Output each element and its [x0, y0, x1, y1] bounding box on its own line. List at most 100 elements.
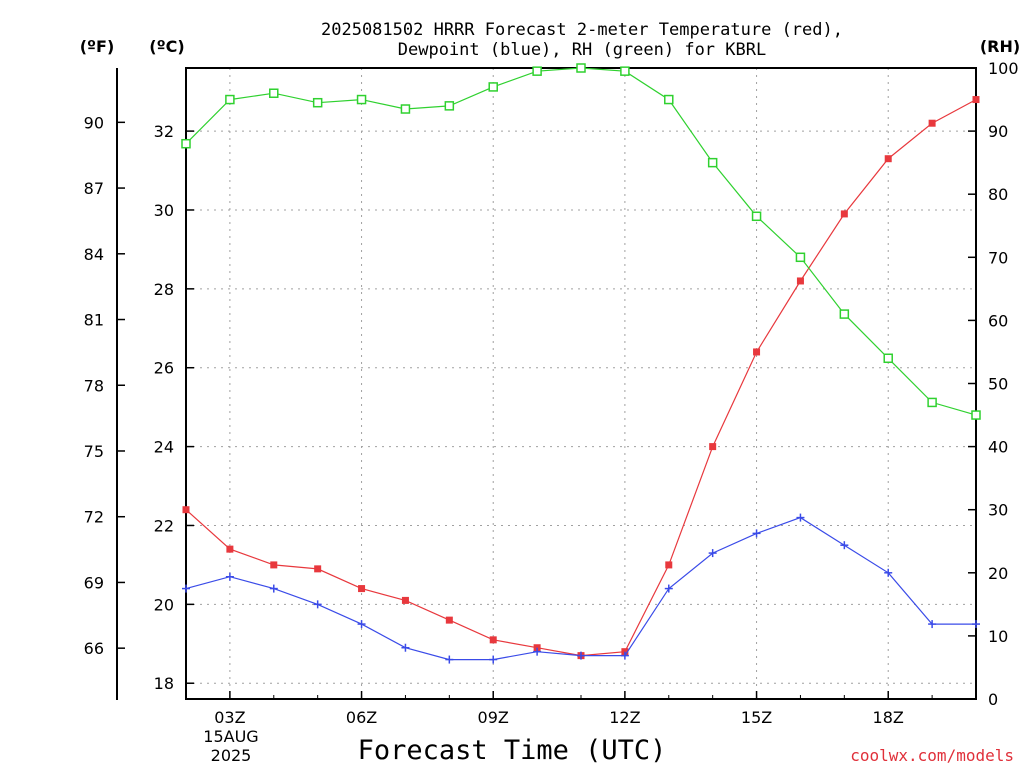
data-point	[664, 94, 674, 105]
data-point	[182, 584, 190, 593]
celsius-tick-label: 18	[154, 674, 174, 693]
data-point	[795, 252, 806, 263]
x-axis-label: Forecast Time (UTC)	[358, 735, 667, 766]
data-point	[313, 600, 322, 609]
celsius-unit-label: (ºC)	[149, 37, 184, 56]
data-point	[753, 348, 761, 356]
data-point	[707, 157, 718, 168]
data-point	[357, 620, 366, 629]
data-point	[972, 620, 980, 629]
celsius-tick-label: 28	[154, 280, 174, 299]
data-point	[927, 397, 937, 408]
data-point	[401, 596, 409, 604]
data-point	[620, 651, 629, 660]
x-tick-label: 03Z	[214, 708, 245, 727]
data-point	[181, 138, 191, 149]
date-label-day: 15AUG	[203, 727, 258, 746]
x-tick-label: 18Z	[873, 708, 904, 727]
fahrenheit-tick-label: 87	[84, 179, 104, 198]
celsius-tick-label: 20	[154, 595, 174, 614]
fahrenheit-unit-label: (ºF)	[80, 37, 115, 56]
data-point	[444, 101, 455, 111]
rh-unit-label: (RH)	[980, 37, 1020, 56]
data-point	[928, 119, 936, 127]
series-layer	[181, 63, 981, 664]
data-point	[533, 647, 542, 656]
data-point	[532, 66, 542, 76]
fahrenheit-tick-label: 69	[84, 573, 104, 592]
data-point	[269, 88, 279, 98]
data-point	[489, 655, 498, 664]
rh-tick-label: 70	[988, 248, 1008, 267]
fahrenheit-tick-label: 75	[84, 442, 104, 461]
data-point	[401, 643, 410, 652]
celsius-tick-label: 24	[154, 438, 174, 457]
rh-tick-label: 50	[988, 375, 1008, 394]
x-axis: 03Z 06Z 09Z 12Z 15Z 18Z	[185, 691, 977, 727]
data-point	[884, 568, 893, 577]
rh-tick-label: 0	[988, 690, 998, 709]
data-point	[358, 585, 366, 593]
grid	[186, 68, 976, 699]
data-point	[796, 513, 805, 522]
fahrenheit-tick-label: 90	[84, 113, 104, 132]
data-point	[665, 561, 673, 569]
data-point	[182, 506, 190, 514]
rh-tick-label: 80	[988, 185, 1008, 204]
data-point	[620, 66, 630, 76]
rh-tick-label: 60	[988, 311, 1008, 330]
data-point	[312, 97, 323, 108]
series-dewpoint	[182, 513, 980, 664]
data-point	[314, 565, 322, 573]
x-tick-label: 15Z	[741, 708, 772, 727]
fahrenheit-axis: 66 69 72 75 78 81 84 87 90	[84, 113, 125, 658]
data-point	[708, 549, 717, 558]
series-line	[185, 99, 977, 657]
chart-title-line-2: Dewpoint (blue), RH (green) for KBRL	[398, 40, 766, 60]
data-point	[928, 620, 937, 629]
celsius-tick-label: 30	[154, 201, 174, 220]
rh-tick-label: 10	[988, 627, 1008, 646]
rh-tick-label: 30	[988, 501, 1008, 520]
celsius-tick-label: 26	[154, 359, 174, 378]
data-point	[576, 63, 586, 73]
data-point	[270, 561, 278, 569]
data-point	[400, 104, 411, 114]
rh-tick-label: 40	[988, 438, 1008, 457]
data-point	[709, 443, 717, 451]
data-point	[269, 584, 278, 593]
data-point	[752, 529, 761, 538]
series-line	[185, 516, 976, 661]
rh-axis: 0 10 20 30 40 50 60 70 80 90 100	[968, 59, 1019, 709]
rh-tick-label: 90	[988, 122, 1008, 141]
data-point	[488, 82, 498, 92]
data-point	[840, 541, 849, 550]
fahrenheit-tick-label: 84	[84, 245, 104, 264]
data-point	[445, 616, 453, 624]
x-tick-label: 09Z	[478, 708, 509, 727]
data-point	[664, 584, 673, 593]
fahrenheit-tick-label: 72	[84, 508, 104, 527]
series-rh	[181, 63, 981, 420]
rh-tick-label: 20	[988, 564, 1008, 583]
celsius-tick-label: 32	[154, 122, 174, 141]
data-point	[489, 636, 497, 644]
data-point	[884, 155, 892, 163]
plot-frame	[185, 67, 977, 700]
data-point	[883, 353, 893, 364]
celsius-tick-label: 22	[154, 516, 174, 535]
chart-title-line-1: 2025081502 HRRR Forecast 2-meter Tempera…	[321, 20, 843, 40]
series-temperature	[182, 96, 980, 660]
x-tick-label: 12Z	[609, 708, 640, 727]
credit-link[interactable]: coolwx.com/models	[850, 746, 1014, 765]
fahrenheit-tick-label: 78	[84, 376, 104, 395]
data-point	[971, 410, 981, 420]
series-line	[185, 67, 977, 416]
data-point	[445, 655, 454, 664]
data-point	[839, 309, 850, 319]
fahrenheit-tick-label: 66	[84, 639, 104, 658]
celsius-axis: 18 20 22 24 26 28 30 32	[154, 122, 194, 693]
x-tick-label: 06Z	[346, 708, 377, 727]
data-point	[796, 277, 804, 285]
